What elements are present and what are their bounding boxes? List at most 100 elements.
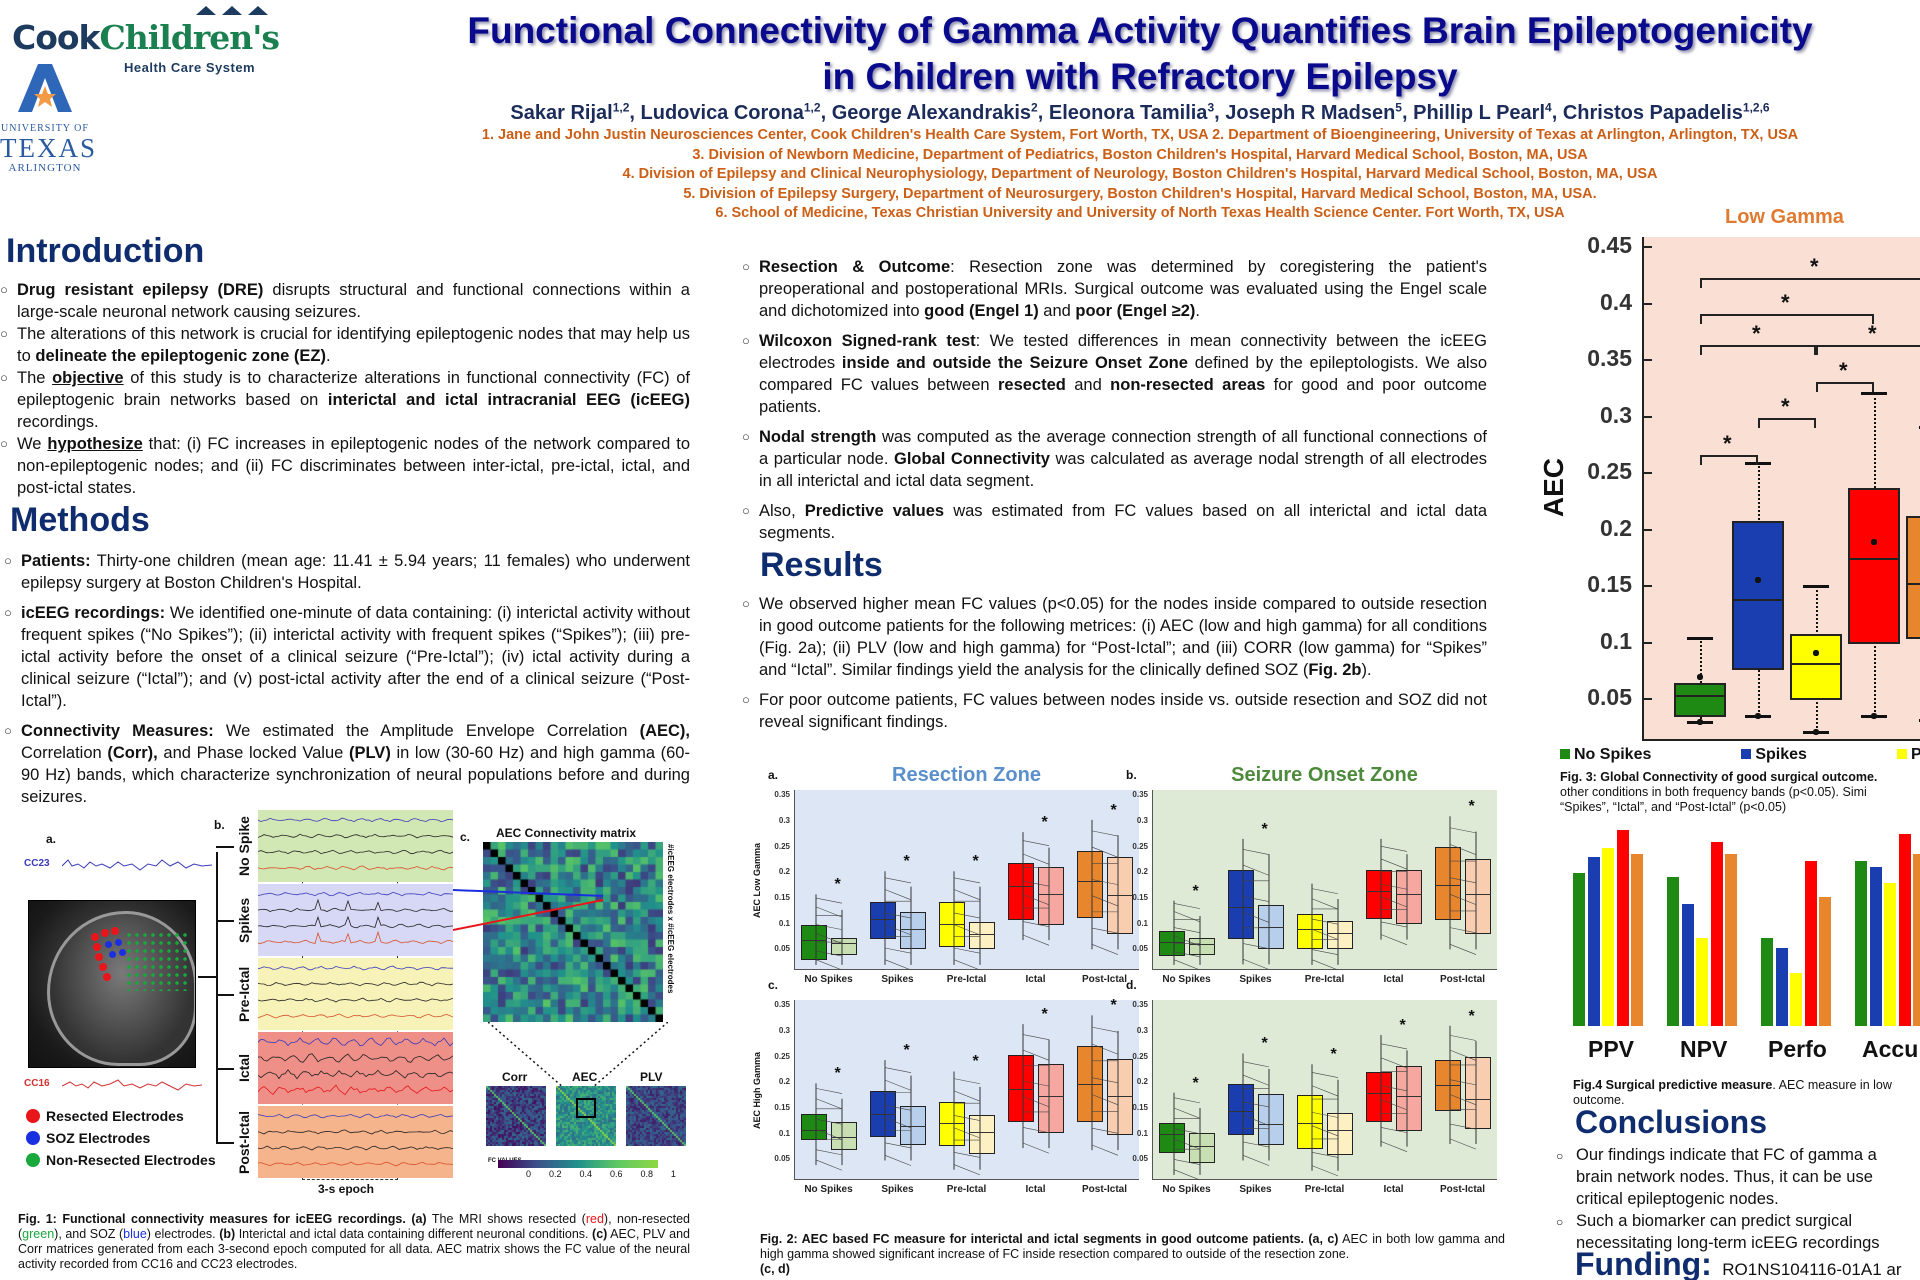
red-dot-icon (26, 1109, 40, 1123)
fig3-ylabel: AEC (1538, 458, 1570, 517)
electrode-pointer-arrows (453, 878, 633, 938)
eeg-panel (258, 810, 453, 882)
fc-colorbar (498, 1160, 658, 1168)
bar-accu-spikes (1870, 867, 1882, 1026)
fig2-panel-d: d. 0.35 0.3 0.25 0.2 0.15 0.1 0.05 * No Spikes * Sp… (1124, 1000, 1497, 1200)
eeg-panel (258, 1032, 453, 1104)
intro-bullet-1: Drug resistant epilepsy (DRE) disrupts s… (0, 279, 690, 323)
conclusions-heading: Conclusions (1575, 1104, 1920, 1141)
author: Eleonora Tamilia3 (1049, 102, 1214, 124)
fig3-legend: No Spikes Spikes Pre-Ict (1560, 746, 1920, 764)
box-post-ictal (1906, 516, 1920, 639)
conclusions-section: Conclusions (1575, 1104, 1920, 1141)
methods-bullet-patients: Patients: Thirty-one children (mean age:… (4, 550, 690, 594)
legend-soz: SOZ Electrodes (26, 1130, 150, 1146)
methods-heading: Methods (10, 501, 690, 540)
green-dot-icon (26, 1153, 40, 1167)
box-ictal (1848, 488, 1900, 644)
bar-perfo-no-spikes (1761, 938, 1773, 1026)
epoch-label: 3-s epoch (318, 1182, 374, 1196)
intro-bullet-2: The alterations of this network is cruci… (0, 323, 690, 367)
author-list: Sakar Rijal1,2, Ludovica Corona1,2, Geor… (390, 100, 1890, 125)
eeg-condition-label: Ictal (236, 1032, 252, 1104)
fig3-title: Low Gamma (1725, 206, 1844, 229)
uta-star-a-icon (18, 64, 72, 112)
author: George Alexandrakis2 (832, 102, 1038, 124)
bar-ppv-no-spikes (1573, 873, 1585, 1026)
introduction-heading: Introduction (6, 232, 690, 271)
bar-perfo-ictal (1805, 861, 1817, 1026)
methods-bullet-connectivity: Connectivity Measures: We estimated the … (4, 720, 690, 808)
blue-dot-icon (26, 1131, 40, 1145)
eeg-panel (258, 884, 453, 956)
methods-bullet-predictive: Also, Predictive values was estimated fr… (742, 500, 1487, 544)
author: Christos Papadelis1,2,6 (1563, 102, 1770, 124)
plv-matrix (626, 1086, 686, 1146)
funding-section: Funding: RO1NS104116-01A1 ar (1575, 1246, 1920, 1280)
logo-children-text: Children's (100, 18, 279, 57)
fig2-panel-a: a. Resection Zone AEC Low Gamma 0.35 0.3 0.25… (766, 790, 1139, 990)
legend-non-resected: Non-Resected Electrodes (26, 1152, 216, 1168)
eeg-condition-label: Pre-Ictal (236, 958, 252, 1030)
bar-ppv-post-ictal (1631, 854, 1643, 1026)
methods-bullet-wilcoxon: Wilcoxon Signed-rank test: We tested dif… (742, 330, 1487, 418)
eeg-condition-label: Spikes (236, 884, 252, 956)
logo-cook-text: Cook (12, 18, 100, 57)
legend-resected: Resected Electrodes (26, 1108, 184, 1124)
figure-1: a. b. c. CC23 CC16 Resected Electrodes S… (18, 808, 698, 1198)
figure-3: Low Gamma AEC 0.45 0.4 0.35 0.3 0.25 0.2 0.15 0… (1530, 200, 1920, 760)
cc23-trace (62, 852, 212, 876)
left-column: Introduction Drug resistant epilepsy (DR… (0, 232, 690, 808)
cc23-label: CC23 (24, 858, 50, 869)
cc16-label: CC16 (24, 1078, 50, 1089)
fig3-boxplot: * * * * * * * (1642, 237, 1920, 741)
poster-title: Functional Connectivity of Gamma Activit… (390, 8, 1890, 100)
intro-bullet-4: We hypothesize that: (i) FC increases in… (0, 433, 690, 499)
results-heading: Results (760, 546, 1487, 585)
methods-bullet-resection: Resection & Outcome: Resection zone was … (742, 256, 1487, 322)
eeg-condition-label: Post-Ictal (236, 1106, 252, 1178)
eeg-panel (258, 958, 453, 1030)
author: Sakar Rijal1,2 (510, 102, 629, 124)
conclusion-bullet-1: Our findings indicate that FC of gamma a… (1556, 1144, 1920, 1210)
author: Phillip L Pearl4 (1413, 102, 1552, 124)
bar-npv-no-spikes (1667, 877, 1679, 1026)
box-spikes (1732, 521, 1784, 670)
bar-accu-no-spikes (1855, 861, 1867, 1026)
bar-perfo-pre-ictal (1790, 973, 1802, 1026)
legend-pre-ictal: Pre-Ict (1897, 746, 1920, 764)
bar-accu-pre-ictal (1884, 883, 1896, 1026)
bar-npv-spikes (1682, 904, 1694, 1026)
logo-subtitle: Health Care System (124, 60, 255, 75)
figure-1-caption: Fig. 1: Functional connectivity measures… (18, 1212, 690, 1272)
bar-perfo-post-ictal (1819, 897, 1831, 1026)
results-bullet-2: For poor outcome patients, FC values bet… (742, 689, 1487, 733)
author: Joseph R Madsen5 (1225, 102, 1402, 124)
uta-logo: UNIVERSITY OF TEXAS ARLINGTON (0, 64, 90, 174)
bar-ppv-pre-ictal (1602, 848, 1614, 1026)
results-bullet-1: We observed higher mean FC values (p<0.0… (742, 593, 1487, 681)
intro-bullet-3: The objective of this study is to charac… (0, 367, 690, 433)
eeg-condition-label: No Spike (236, 810, 252, 882)
bar-accu-post-ictal (1913, 854, 1920, 1026)
bar-npv-post-ictal (1725, 854, 1737, 1026)
legend-spikes: Spikes (1741, 746, 1807, 764)
box-no-spikes (1674, 683, 1726, 717)
fig2-panel-b: b. Seizure Onset Zone 0.35 0.3 0.25 0.2 0.15 0.… (1124, 790, 1497, 990)
legend-no-spikes: No Spikes (1560, 746, 1651, 764)
corr-matrix (486, 1086, 546, 1146)
figure-2-caption: Fig. 2: AEC based FC measure for interic… (760, 1232, 1505, 1277)
middle-column: Resection & Outcome: Resection zone was … (742, 256, 1487, 733)
methods-bullet-nodal: Nodal strength was computed as the avera… (742, 426, 1487, 492)
bar-ppv-ictal (1617, 830, 1629, 1026)
bar-accu-ictal (1899, 834, 1911, 1026)
figure-3-caption: Fig. 3: Global Connectivity of good surg… (1560, 770, 1920, 815)
methods-bullet-icEEG: icEEG recordings: We identified one-minu… (4, 602, 690, 712)
cc16-trace (62, 1072, 202, 1096)
fig2-panel-c: c. AEC High Gamma 0.35 0.3 0.25 0.2 0.15 0.1 0.0… (766, 1000, 1139, 1200)
figure-4: PPV NPV Perfo Accu (1560, 830, 1920, 1070)
bar-npv-pre-ictal (1696, 938, 1708, 1026)
bar-ppv-spikes (1588, 857, 1600, 1026)
logo-roofs-icon (196, 6, 268, 15)
box-pre-ictal (1790, 634, 1842, 701)
